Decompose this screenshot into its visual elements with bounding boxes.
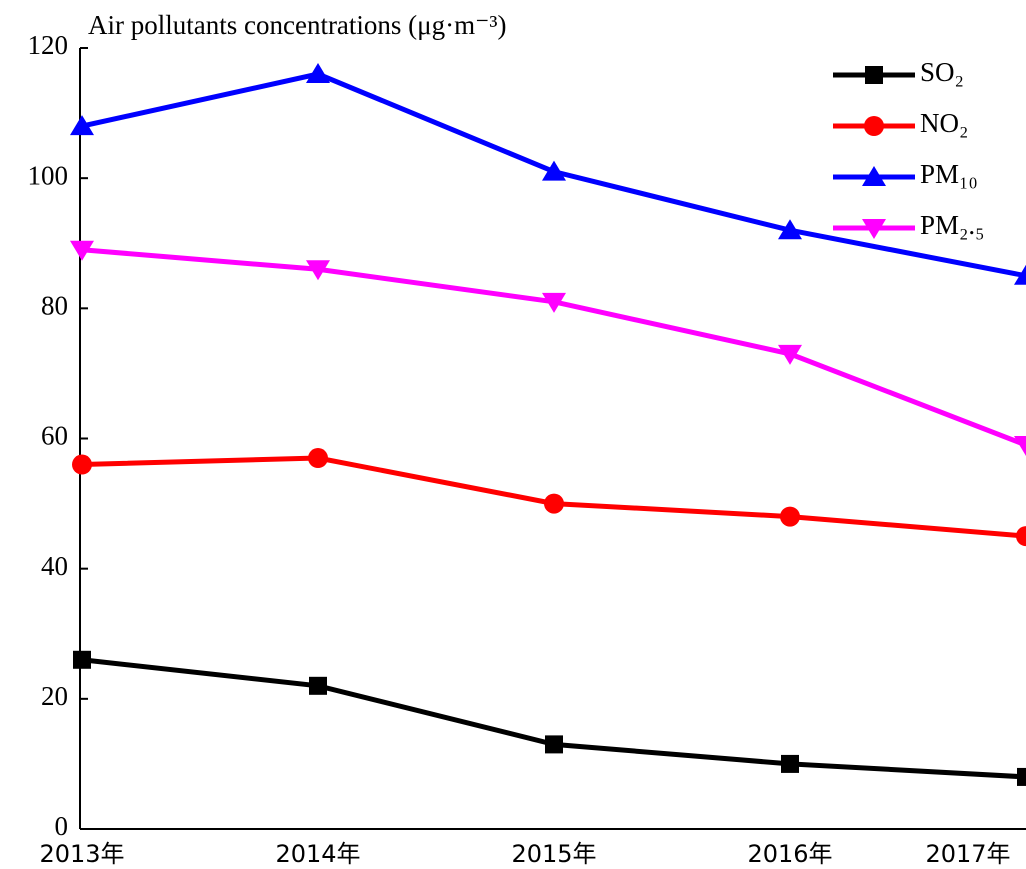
y-tick-label: 120 bbox=[28, 30, 69, 60]
y-tick-label: 0 bbox=[55, 811, 69, 841]
legend-marker bbox=[864, 116, 884, 136]
point bbox=[306, 63, 330, 84]
point bbox=[308, 448, 328, 469]
point bbox=[778, 344, 802, 365]
legend-marker bbox=[862, 166, 886, 186]
point bbox=[1014, 436, 1026, 457]
point bbox=[1017, 767, 1026, 786]
point bbox=[72, 454, 92, 475]
y-tick-label: 20 bbox=[41, 681, 68, 711]
legend-label: PM₂.₅ bbox=[920, 210, 985, 240]
x-tick-label: 2015年 bbox=[511, 840, 596, 868]
chart-title: Air pollutants concentrations (μg·m⁻³) bbox=[88, 10, 506, 40]
legend-label: PM₁₀ bbox=[920, 159, 978, 189]
y-tick-label: 40 bbox=[41, 551, 68, 581]
point bbox=[70, 115, 94, 136]
point bbox=[309, 676, 327, 695]
point bbox=[1016, 526, 1026, 547]
y-tick-label: 80 bbox=[41, 291, 68, 321]
point bbox=[73, 650, 91, 669]
legend-marker bbox=[865, 66, 883, 84]
point bbox=[306, 260, 330, 281]
legend-label: SO₂ bbox=[920, 57, 964, 87]
point bbox=[542, 160, 566, 181]
point bbox=[70, 240, 94, 261]
point bbox=[780, 506, 800, 527]
point bbox=[778, 219, 802, 240]
x-tick-label: 2014年 bbox=[275, 840, 360, 868]
y-tick-label: 60 bbox=[41, 421, 68, 451]
legend-label: NO₂ bbox=[920, 108, 968, 138]
series-line bbox=[81, 657, 1026, 780]
point bbox=[781, 754, 799, 773]
x-tick-label: 2017年 bbox=[925, 840, 1010, 868]
point bbox=[545, 735, 563, 754]
point bbox=[1014, 264, 1026, 285]
point bbox=[542, 292, 566, 313]
x-tick-label: 2013年 bbox=[39, 840, 124, 868]
x-tick-label: 2016年 bbox=[747, 840, 832, 868]
series-line bbox=[81, 247, 1026, 448]
y-tick-label: 100 bbox=[28, 160, 69, 190]
point bbox=[544, 493, 564, 514]
legend-marker bbox=[862, 219, 886, 239]
